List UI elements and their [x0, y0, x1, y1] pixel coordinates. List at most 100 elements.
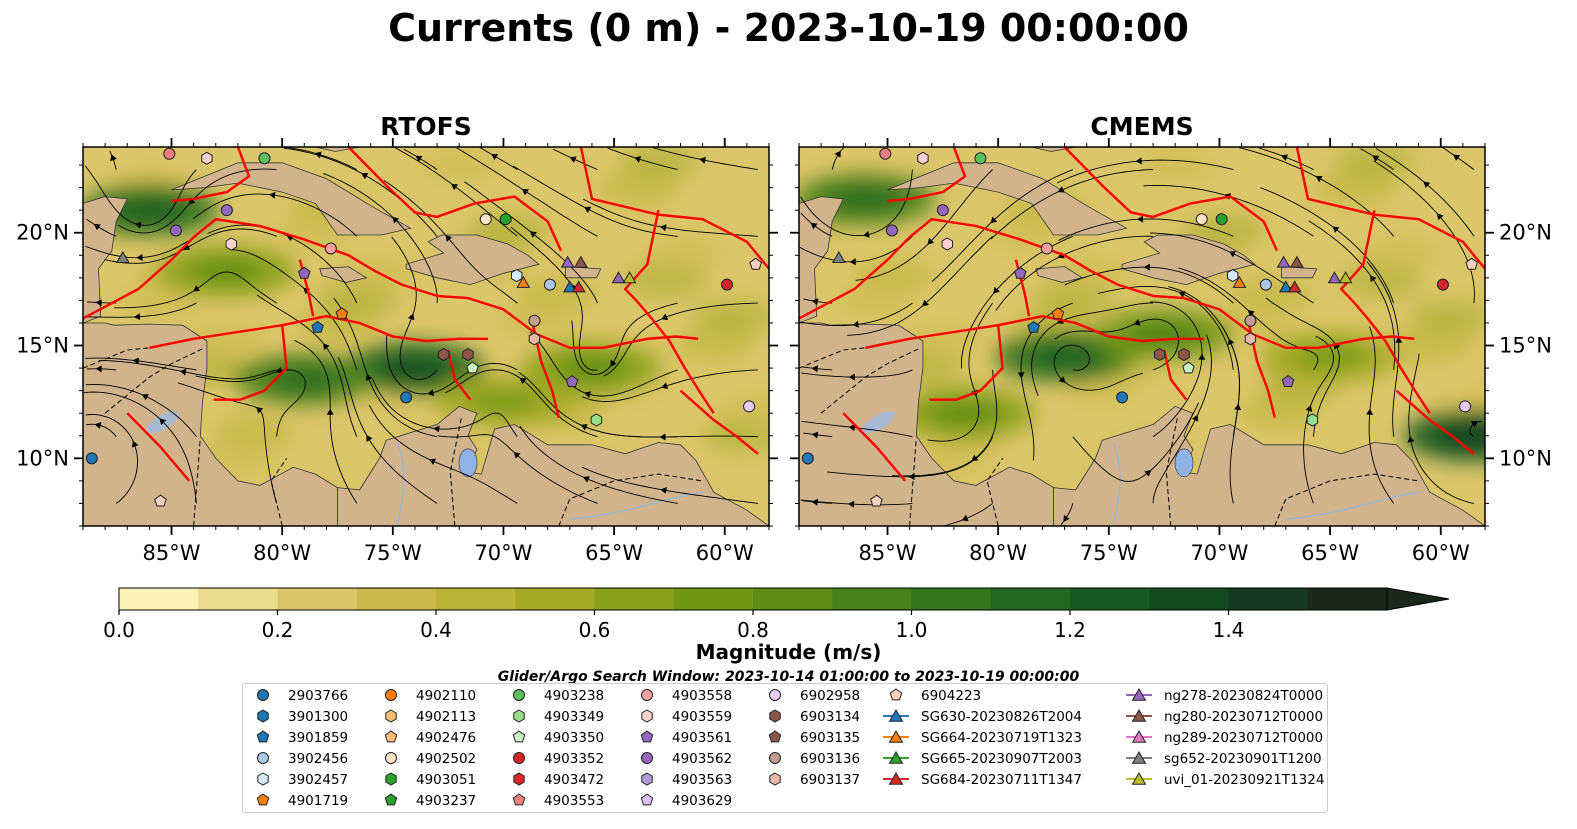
colorbar: 0.0 0.2 0.4 0.6 0.8 1.0 1.2 1.4: [103, 587, 1450, 642]
feature-core-jet-1: [1026, 344, 1103, 369]
lake-maracaibo: [458, 448, 478, 478]
legend-marker: [1131, 750, 1147, 764]
marker-4903559: [201, 151, 213, 165]
marker-4903349: [1306, 413, 1319, 427]
legend-entry: 4902113: [385, 709, 476, 725]
lake-maracaibo: [1174, 448, 1194, 478]
streamline: [1054, 318, 1179, 371]
legend-label: 3901300: [288, 709, 348, 725]
colorbar-bin: [515, 588, 595, 610]
streamline-arrow: [1332, 226, 1340, 233]
streamline-arrow: [1191, 414, 1199, 422]
streamline: [552, 148, 598, 171]
feature-core-gyre-1: [188, 259, 265, 284]
legend-label: 3901859: [288, 730, 348, 746]
legend-marker: [385, 752, 397, 764]
streamline-arrow: [366, 435, 373, 442]
streamline: [1373, 160, 1475, 304]
country-border: [909, 437, 917, 526]
legend-label: 4902113: [416, 709, 476, 725]
legend-entry: ng278-20230824T0000: [1126, 687, 1323, 704]
streamline-arrow: [699, 156, 706, 164]
legend-marker: [384, 730, 398, 743]
colorbar-bin: [753, 588, 833, 610]
legend-entry: 6902958: [769, 688, 860, 704]
legend-label: 4902476: [416, 730, 476, 746]
legend-entry: 3901859: [256, 730, 348, 746]
streamline: [799, 235, 913, 263]
streamline-arrow: [141, 393, 149, 401]
marker-3901300: [85, 452, 98, 465]
field-patch: [855, 257, 936, 294]
streamline-arrow: [811, 431, 819, 439]
legend-label: SG630-20230826T2004: [921, 709, 1082, 725]
eez-boundary: [1351, 299, 1431, 414]
colorbar-bin: [277, 588, 358, 610]
streamline: [85, 357, 197, 371]
eez-boundary: [347, 147, 563, 252]
land-hispaniola: [405, 234, 540, 286]
x-tick-label: 75°W: [1080, 541, 1138, 565]
x-tick-label: 65°W: [585, 541, 643, 565]
legend-marker: [768, 730, 782, 743]
colorbar-tick-label: 0.0: [103, 618, 135, 642]
marker-3902456: [543, 278, 556, 291]
streamline: [581, 466, 758, 504]
colorbar-bin: [198, 588, 278, 610]
marker-2903766: [1116, 391, 1129, 404]
legend-entry: 4902502: [385, 751, 476, 767]
country-border: [270, 457, 288, 526]
streamline-arrow: [852, 320, 859, 328]
field-patch: [1362, 235, 1443, 272]
field-patch: [722, 390, 769, 427]
legend-entry: 4903352: [513, 751, 604, 767]
field-patch: [619, 147, 700, 181]
streamline-arrow: [427, 389, 434, 397]
field-patch: [694, 299, 769, 336]
legend-label: 2903766: [288, 688, 348, 704]
streamline: [1260, 187, 1395, 304]
streamline: [177, 382, 278, 504]
colorbar-bin: [1228, 588, 1309, 610]
legend-entry: SG630-20230826T2004: [883, 708, 1082, 725]
lake-nicaragua: [862, 411, 895, 434]
marker-4903559: [941, 237, 953, 251]
colorbar-tick-label: 0.6: [579, 618, 611, 642]
legend-label: 6902958: [800, 688, 860, 704]
legend-marker: [513, 752, 525, 764]
streamline-arrow: [1063, 514, 1070, 522]
eez-boundary: [624, 209, 660, 302]
colorbar-bin: [1149, 588, 1229, 610]
legend-marker: [385, 772, 397, 786]
marker-4903561: [1014, 266, 1027, 279]
legend-label: SG684-20230711T1347: [921, 772, 1082, 788]
streamline-arrow: [1057, 186, 1065, 193]
streamline: [571, 302, 678, 376]
marker-4903349: [590, 413, 603, 427]
legend-marker: [385, 689, 397, 701]
legend-label: 4903553: [544, 793, 604, 809]
colorbar-bin: [119, 588, 199, 610]
marker-4903352: [720, 278, 733, 291]
x-tick-label: 65°W: [1301, 541, 1359, 565]
legend-entry: 6903136: [769, 751, 860, 767]
streamline-arrow: [407, 313, 415, 321]
feature-core-jet-1: [376, 356, 453, 381]
streamline: [437, 434, 598, 504]
legend-entry: 4903051: [385, 772, 476, 788]
streamline-arrow: [1395, 336, 1403, 343]
feature-core-edge-jet: [1435, 423, 1485, 448]
eez-boundary: [579, 147, 769, 270]
streamline: [652, 147, 758, 171]
legend-entry: 4903629: [640, 793, 732, 809]
legend-entry: 4902476: [384, 730, 476, 746]
marker-ng280-20230712T0000: [1289, 255, 1304, 268]
legend-entry: uvi_01-20230921T1324: [1126, 771, 1324, 788]
streamline-arrow: [136, 254, 143, 261]
country-border: [1165, 417, 1178, 526]
x-tick-label: 60°W: [1412, 541, 1470, 565]
streamline-arrow: [95, 299, 102, 307]
streamline: [85, 235, 197, 259]
feature-core-eddy-3: [926, 401, 1003, 426]
legend-label: ng280-20230712T0000: [1164, 709, 1323, 725]
